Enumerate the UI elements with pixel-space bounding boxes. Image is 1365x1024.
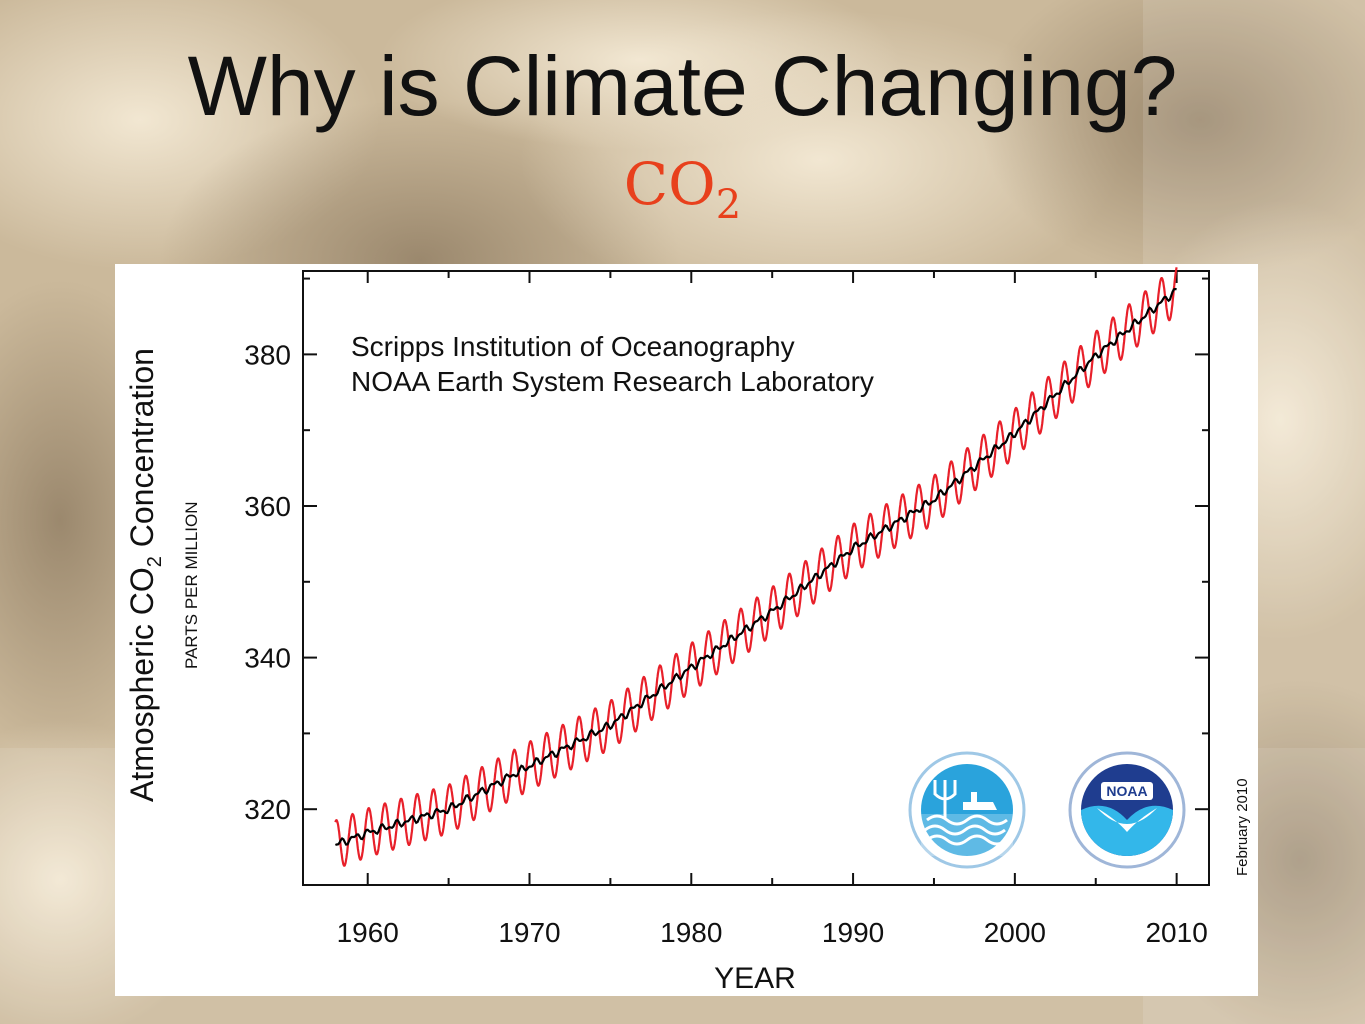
x-tick-label: 1980 <box>660 917 722 948</box>
axes-frame <box>302 270 1210 886</box>
x-tick-label: 1990 <box>822 917 884 948</box>
annotation-line-1: Scripps Institution of Oceanography <box>351 331 795 362</box>
y-tick-label: 360 <box>244 491 291 522</box>
annotation-line-2: NOAA Earth System Research Laboratory <box>351 366 874 397</box>
y-axis-label-tail: Concentration <box>124 348 160 556</box>
y-axis-label-main: Atmospheric CO <box>124 567 160 802</box>
y-axis-label-sub: 2 <box>144 556 166 567</box>
subtitle-co: CO <box>623 150 716 218</box>
monthly-co2-line <box>334 267 1178 867</box>
slide-title: Why is Climate Changing? <box>187 39 1178 133</box>
slide-subtitle: CO2 <box>0 150 1365 228</box>
plot-frame <box>302 270 1210 886</box>
x-tick-label: 1970 <box>498 917 560 948</box>
x-tick-label: 2000 <box>984 917 1046 948</box>
x-tick-label: 2010 <box>1145 917 1207 948</box>
chart-panel: 1960 1970 1980 1990 2000 2010 320 340 360 380 Scr… <box>115 264 1258 996</box>
co2-chart: 1960 1970 1980 1990 2000 2010 320 340 360 380 Scr… <box>124 267 1251 995</box>
noaa-logo-icon: NOAA <box>1068 751 1186 869</box>
scripps-seal-icon <box>908 751 1026 869</box>
subtitle-subscript: 2 <box>715 182 742 228</box>
annual-trend-line <box>335 287 1177 847</box>
y-tick-label: 320 <box>244 794 291 825</box>
y-tick-label: 380 <box>244 339 291 370</box>
tick-labels: 1960 1970 1980 1990 2000 2010 320 340 360 380 <box>244 339 1208 948</box>
x-axis-label: YEAR <box>714 962 796 995</box>
y-axis-units: PARTS PER MILLION <box>182 501 201 669</box>
svg-text:NOAA: NOAA <box>1106 783 1147 799</box>
y-tick-label: 340 <box>244 643 291 674</box>
series-group <box>334 267 1178 867</box>
y-axis-label: Atmospheric CO2 Concentration <box>124 348 166 802</box>
x-tick-label: 1960 <box>337 917 399 948</box>
date-note: February 2010 <box>1234 778 1251 876</box>
